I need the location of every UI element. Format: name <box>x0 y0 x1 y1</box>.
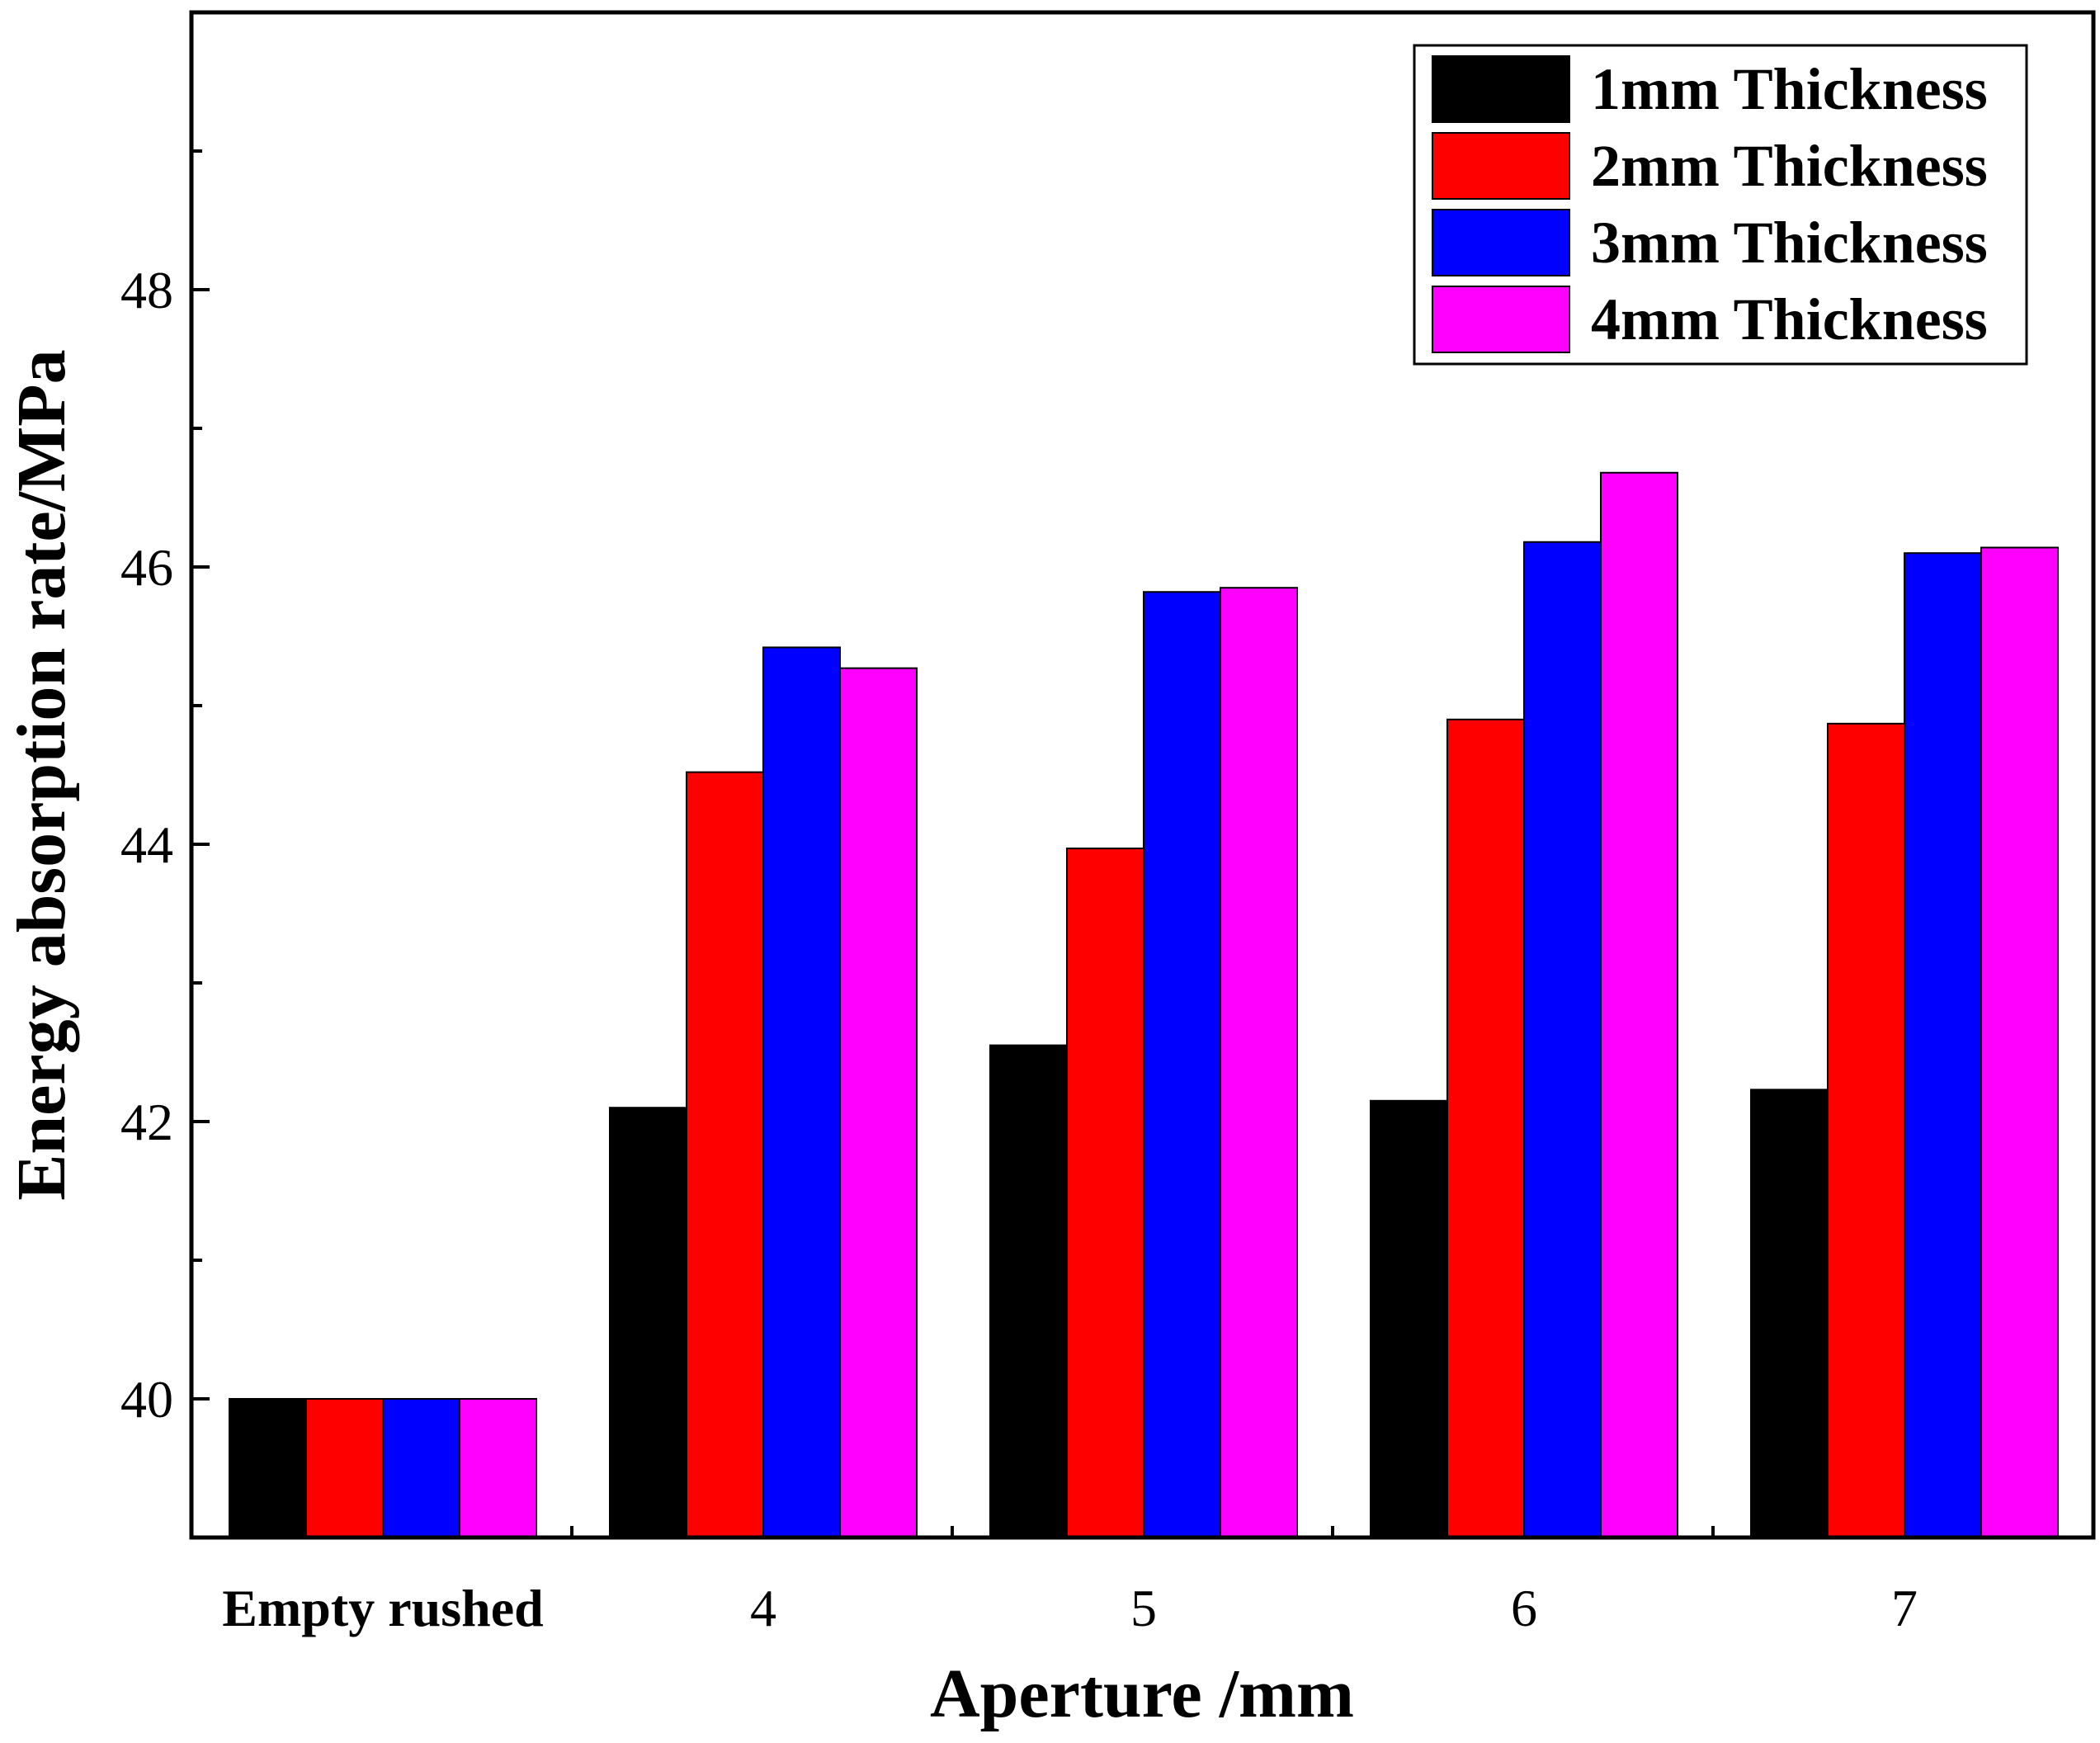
bar-3mm-thickness-5 <box>1904 552 1982 1539</box>
bar-1mm-thickness-1 <box>229 1398 307 1538</box>
x-category-label: 6 <box>1511 1579 1537 1637</box>
x-category-label: Empty rushed <box>222 1579 543 1637</box>
x-category-label: 4 <box>750 1579 776 1637</box>
bar-3mm-thickness-4 <box>1523 541 1602 1538</box>
bar-3mm-thickness-3 <box>1143 591 1221 1538</box>
bar-2mm-thickness-2 <box>686 771 764 1538</box>
bar-1mm-thickness-2 <box>609 1107 687 1538</box>
bar-4mm-thickness-2 <box>839 667 918 1538</box>
bar-4mm-thickness-1 <box>459 1398 537 1538</box>
y-axis-title: Energy absorption rate/MPa <box>3 349 80 1200</box>
legend-label: 3mm Thickness <box>1591 210 1988 276</box>
legend-swatch <box>1432 132 1570 200</box>
legend-swatch <box>1432 209 1570 276</box>
bar-2mm-thickness-3 <box>1066 848 1144 1539</box>
bar-1mm-thickness-3 <box>989 1044 1068 1538</box>
y-tick-label: 40 <box>120 1370 173 1429</box>
bar-2mm-thickness-5 <box>1827 722 1905 1538</box>
bar-4mm-thickness-5 <box>1980 546 2059 1538</box>
bar-4mm-thickness-4 <box>1600 471 1678 1538</box>
y-tick-label: 48 <box>120 261 173 319</box>
y-axis: 40 42 44 46 48 <box>120 11 210 1539</box>
legend-label: 1mm Thickness <box>1591 56 1988 122</box>
y-tick-label: 44 <box>120 815 173 874</box>
bars-group <box>229 471 2059 1539</box>
bar-4mm-thickness-3 <box>1220 587 1298 1539</box>
bar-1mm-thickness-5 <box>1750 1089 1829 1538</box>
legend-label: 2mm Thickness <box>1591 133 1988 199</box>
bar-1mm-thickness-4 <box>1370 1099 1448 1539</box>
bar-3mm-thickness-1 <box>382 1398 460 1538</box>
legend-label: 4mm Thickness <box>1591 286 1988 352</box>
legend-swatch <box>1432 55 1570 123</box>
y-tick-label: 42 <box>120 1093 173 1151</box>
bar-2mm-thickness-4 <box>1446 718 1525 1538</box>
bar-2mm-thickness-1 <box>305 1398 384 1538</box>
x-category-label: 7 <box>1891 1579 1918 1637</box>
x-category-label: 5 <box>1130 1579 1157 1637</box>
plot-frame <box>189 10 2096 1540</box>
x-axis: Empty rushed 4 5 6 7 <box>222 1526 1918 1637</box>
y-tick-label: 46 <box>120 538 173 597</box>
legend-swatch <box>1432 286 1570 353</box>
x-axis-title: Aperture /mm <box>930 1656 1354 1732</box>
legend: 1mm Thickness 2mm Thickness 3mm Thickness 4… <box>1413 44 2028 366</box>
bar-3mm-thickness-2 <box>762 646 841 1539</box>
